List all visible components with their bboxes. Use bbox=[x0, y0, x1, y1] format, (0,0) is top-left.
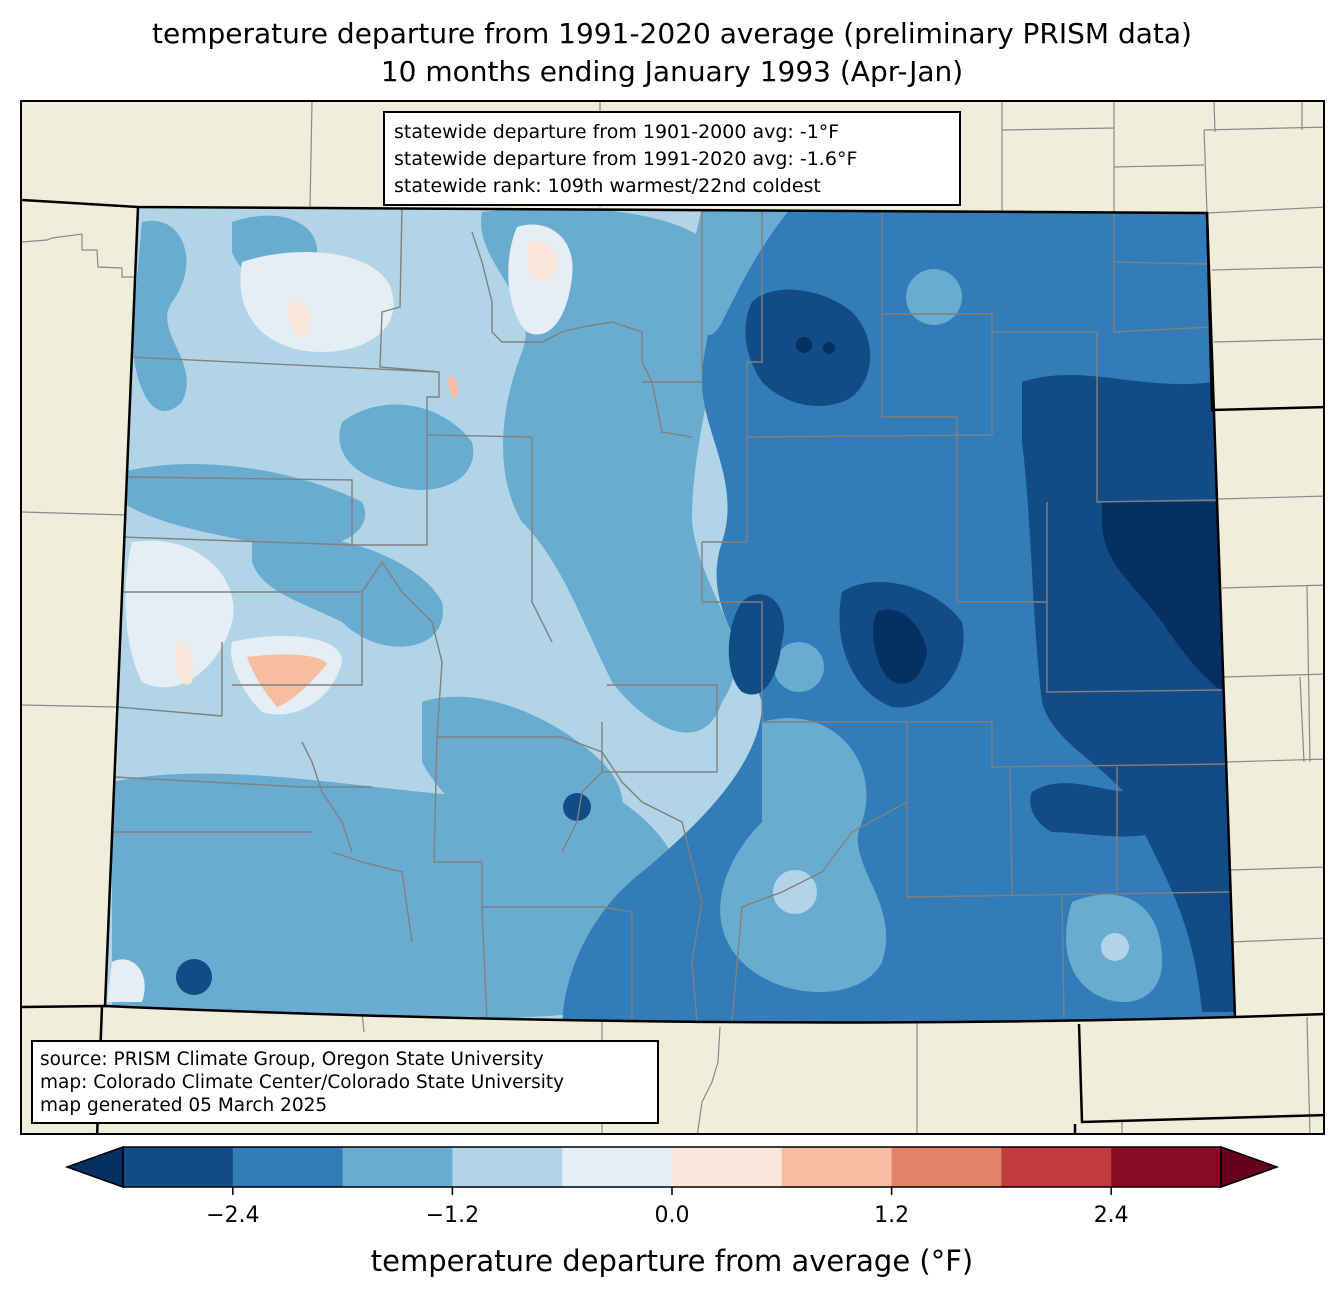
colorbar: −2.4 −1.2 0.0 1.2 2.4 bbox=[64, 1145, 1280, 1228]
contour-east-light-3 bbox=[774, 642, 824, 692]
credits-box: source: PRISM Climate Group, Oregon Stat… bbox=[31, 1040, 659, 1124]
contour-sw-light bbox=[107, 959, 145, 1002]
credit-map-maker: map: Colorado Climate Center/Colorado St… bbox=[40, 1072, 565, 1093]
contour-ne-light bbox=[906, 269, 962, 325]
contour-w-warm bbox=[175, 641, 194, 685]
contour-west-5 bbox=[339, 404, 474, 490]
stats-departure-1991-2020: statewide departure from 1991-2020 avg: … bbox=[394, 148, 858, 170]
county-lines bbox=[112, 207, 1231, 1023]
neighbor-county-lines bbox=[22, 102, 1323, 1133]
contour-east-darkest bbox=[873, 609, 927, 684]
colorbar-bin bbox=[562, 1147, 673, 1187]
map-panel bbox=[20, 100, 1325, 1135]
stats-rank: statewide rank: 109th warmest/22nd colde… bbox=[394, 175, 821, 197]
colorbar-bin bbox=[1111, 1147, 1222, 1187]
contour-se-lightest bbox=[1101, 933, 1129, 961]
colorbar-tick-label: −2.4 bbox=[206, 1203, 259, 1228]
colorado-map bbox=[22, 102, 1323, 1133]
colorbar-tick-label: −1.2 bbox=[426, 1203, 479, 1228]
contour-s-dark bbox=[563, 793, 591, 821]
contour-se-dark bbox=[1030, 783, 1172, 837]
colorbar-label: temperature departure from average (°F) bbox=[370, 1244, 974, 1278]
temperature-contours bbox=[105, 207, 1235, 1023]
colorbar-bin bbox=[891, 1147, 1002, 1187]
contour-central-1 bbox=[481, 207, 736, 733]
credit-source: source: PRISM Climate Group, Oregon Stat… bbox=[40, 1049, 544, 1070]
contour-n-warm-1 bbox=[527, 241, 558, 282]
contour-nw-warm bbox=[287, 301, 311, 338]
contour-sw-dark bbox=[176, 959, 212, 995]
colorbar-bin bbox=[1001, 1147, 1112, 1187]
map-subtitle: 10 months ending January 1993 (Apr-Jan) bbox=[380, 55, 964, 88]
contour-east-light-1 bbox=[689, 207, 792, 336]
map-title: temperature departure from 1991-2020 ave… bbox=[152, 17, 1192, 50]
credit-generated-date: map generated 05 March 2025 bbox=[40, 1095, 328, 1116]
colorbar-bin bbox=[123, 1147, 234, 1187]
colorbar-over-arrow bbox=[1220, 1145, 1280, 1189]
colorbar-bin bbox=[342, 1147, 453, 1187]
colorbar-tick-label: 1.2 bbox=[874, 1203, 909, 1228]
contour-west-3 bbox=[122, 463, 366, 550]
colorbar-tick-label: 2.4 bbox=[1094, 1203, 1129, 1228]
contour-far-east-darkest bbox=[1102, 502, 1235, 702]
colorbar-bin bbox=[672, 1147, 783, 1187]
contour-ne-darkest-2 bbox=[823, 342, 835, 354]
contour-west-1 bbox=[132, 220, 187, 412]
contour-nw-lightest bbox=[240, 252, 394, 352]
contour-wc-warm bbox=[247, 654, 327, 707]
statewide-stats-box: statewide departure from 1901-2000 avg: … bbox=[383, 111, 961, 206]
contour-w-lightest bbox=[125, 540, 234, 688]
colorbar-under-arrow bbox=[64, 1145, 124, 1189]
contour-n-warm-2 bbox=[448, 376, 458, 398]
colorbar-bin bbox=[452, 1147, 563, 1187]
contour-south-lightest bbox=[773, 870, 817, 914]
contour-east-mid-dark-2 bbox=[728, 594, 784, 695]
stats-departure-1901-2000: statewide departure from 1901-2000 avg: … bbox=[394, 121, 840, 143]
contour-se-light bbox=[720, 718, 887, 992]
colorbar-bin bbox=[781, 1147, 893, 1187]
colorbar-tick-label: 0.0 bbox=[655, 1203, 690, 1228]
contour-e-dark-2 bbox=[1072, 698, 1122, 751]
colorbar-bin bbox=[232, 1147, 344, 1187]
contour-ne-darkest-1 bbox=[796, 337, 812, 353]
